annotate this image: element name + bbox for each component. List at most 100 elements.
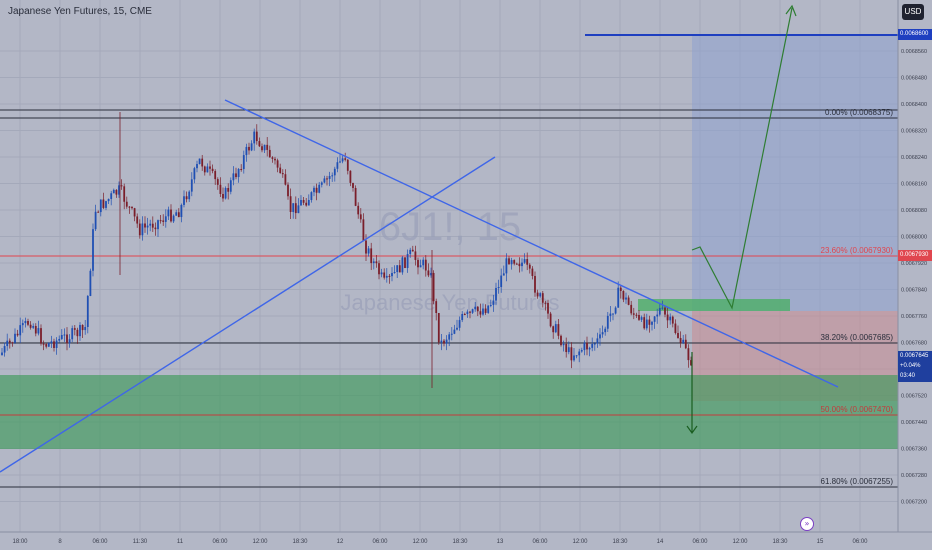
candle-body — [37, 328, 40, 334]
candle-body — [193, 168, 196, 180]
candle-body — [521, 262, 523, 267]
candle-body — [331, 175, 334, 177]
price-tick-label: 0.0068560 — [901, 49, 927, 55]
candle-body — [268, 149, 271, 158]
candle-body — [73, 328, 76, 330]
candle-body — [396, 265, 399, 273]
candle-body — [562, 343, 565, 346]
candle-body — [336, 162, 339, 169]
candle-body — [664, 307, 666, 315]
demand-zone — [0, 375, 898, 449]
candle-body — [175, 212, 178, 216]
candle-body — [424, 259, 427, 271]
time-tick-label: 14 — [657, 539, 664, 545]
last-change: +0.04% — [900, 363, 921, 369]
price-tick-label: 0.0068160 — [901, 182, 927, 188]
candle-body — [45, 344, 48, 347]
candle-body — [401, 257, 404, 273]
candle-body — [502, 273, 505, 276]
candle-body — [523, 259, 526, 263]
candle-body — [40, 328, 42, 344]
candle-body — [261, 146, 263, 151]
candle-body — [578, 351, 581, 356]
candle-body — [27, 321, 29, 325]
candle-body — [505, 258, 508, 274]
candle-body — [474, 306, 477, 310]
candle-body — [508, 258, 510, 265]
candle-body — [487, 305, 490, 313]
candle-body — [518, 263, 521, 267]
price-tick-label: 0.0067440 — [901, 420, 927, 426]
candle-body — [219, 184, 222, 194]
candle-body — [586, 342, 588, 350]
price-axis — [898, 0, 932, 532]
candle-body — [463, 313, 466, 315]
candle-body — [19, 325, 22, 336]
time-tick-label: 18:30 — [292, 539, 308, 545]
fib-236-price-tag: 0.0067930 — [898, 250, 932, 261]
entry-zone — [638, 299, 790, 311]
candle-body — [196, 164, 198, 169]
candle-body — [380, 272, 383, 275]
candle-body — [323, 178, 326, 183]
candle-body — [180, 204, 183, 218]
candle-body — [79, 324, 81, 337]
candle-body — [370, 248, 373, 264]
fib-label: 0.00% (0.0068375) — [825, 108, 893, 117]
candle-body — [253, 131, 256, 144]
candle-body — [349, 170, 352, 183]
fib-label: 23.60% (0.0067930) — [821, 246, 894, 255]
candle-body — [279, 167, 282, 174]
symbol-title[interactable]: Japanese Yen Futures, 15, CME — [8, 6, 152, 17]
candle-body — [456, 327, 458, 330]
candle-body — [133, 208, 136, 217]
candle-body — [3, 346, 6, 353]
candle-body — [430, 272, 432, 276]
candle-body — [120, 185, 123, 187]
candle-body — [643, 317, 646, 329]
candle-body — [201, 158, 204, 167]
candle-body — [42, 343, 45, 345]
candle-body — [635, 314, 638, 316]
candle-body — [645, 319, 648, 329]
candle-body — [471, 309, 474, 313]
bar-countdown: 03:40 — [900, 373, 916, 379]
candle-body — [679, 338, 682, 343]
target-price-tag: 0.0068600 — [898, 29, 932, 40]
candle-body — [575, 355, 578, 357]
arrow-down-icon — [686, 425, 698, 435]
replay-icon[interactable]: » — [800, 517, 814, 531]
candle-body — [240, 168, 243, 170]
candle-body — [346, 159, 349, 171]
candle-body — [557, 324, 560, 336]
time-tick-label: 11 — [177, 539, 184, 545]
time-tick-label: 12:00 — [732, 539, 748, 545]
candle-body — [614, 307, 617, 314]
candle-body — [242, 155, 245, 170]
candle-body — [292, 203, 295, 212]
candle-body — [118, 185, 120, 195]
candle-body — [84, 326, 87, 331]
time-tick-label: 12:00 — [252, 539, 268, 545]
candle-body — [622, 290, 625, 300]
candle-body — [1, 352, 3, 355]
candle-body — [479, 311, 482, 315]
candle-body — [606, 315, 609, 329]
candle-body — [99, 199, 102, 213]
price-tick-label: 0.0067760 — [901, 314, 927, 320]
candle-body — [367, 248, 370, 254]
candle-body — [281, 173, 284, 175]
ascending-trendline — [0, 156, 496, 473]
candle-body — [237, 168, 240, 178]
candle-body — [570, 347, 573, 361]
currency-button[interactable]: USD — [902, 4, 924, 20]
candle-body — [183, 196, 185, 205]
candle-body — [661, 307, 664, 309]
time-tick-label: 06:00 — [212, 539, 228, 545]
candle-body — [344, 158, 347, 160]
candle-body — [682, 339, 685, 343]
candle-body — [97, 211, 100, 213]
candle-body — [357, 205, 360, 215]
time-tick-label: 12 — [337, 539, 344, 545]
